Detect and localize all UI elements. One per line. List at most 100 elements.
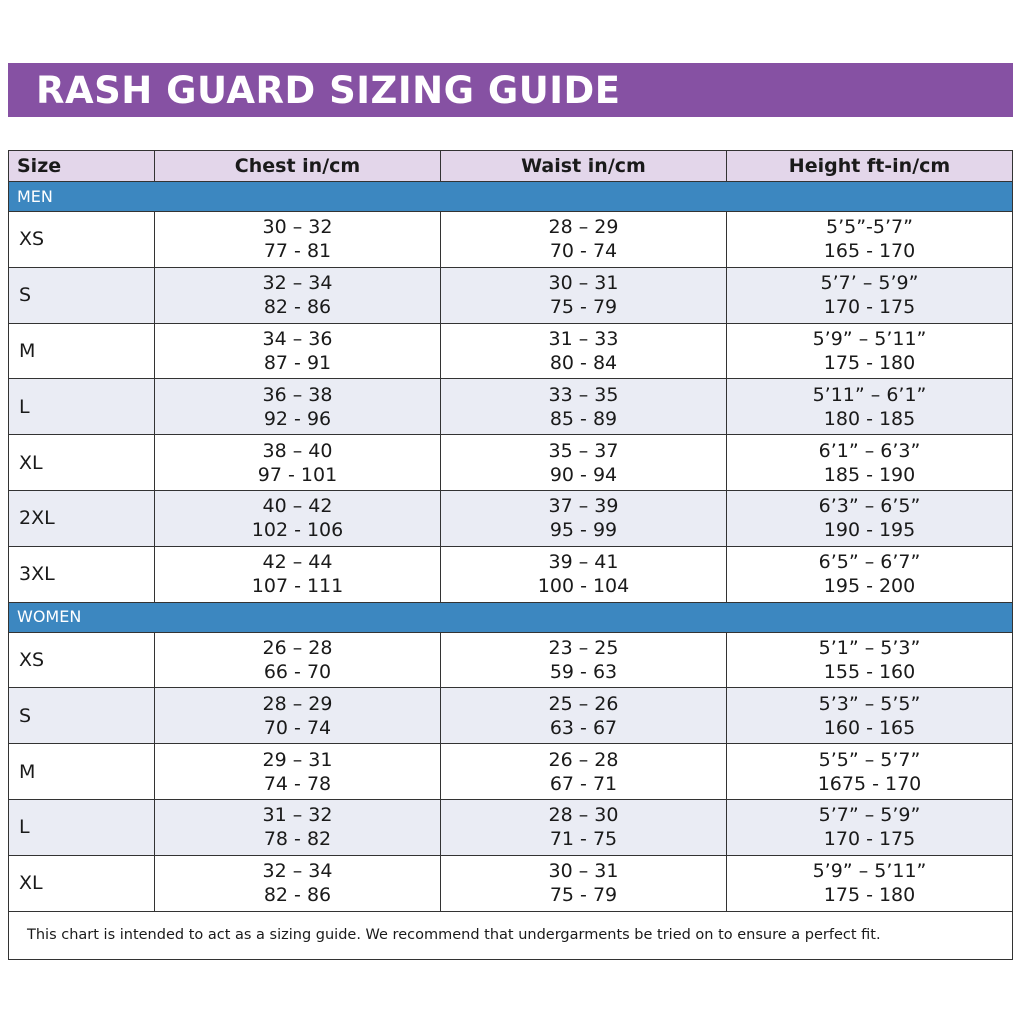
size-cell: 2XL [9, 491, 155, 547]
column-header-text: Chest in/cm [234, 155, 361, 177]
inch-range: 26 – 28 [548, 748, 619, 771]
cm-range: 1675 - 170 [817, 772, 922, 795]
inch-range: 30 – 32 [262, 216, 333, 239]
size-label: S [19, 704, 32, 727]
inch-range: 5’7’ – 5’9” [820, 272, 919, 295]
cm-range: 63 - 67 [549, 716, 618, 739]
cm-range: 80 - 84 [549, 351, 618, 374]
cm-range: 87 - 91 [263, 351, 332, 374]
inch-range: 38 – 40 [262, 439, 333, 462]
measure-cell: 36 – 38 92 - 96 [155, 379, 441, 436]
size-cell: XL [9, 855, 155, 912]
inch-range: 32 – 34 [262, 272, 333, 295]
cm-range: 155 - 160 [823, 660, 916, 683]
measure-cell: 40 – 42 102 - 106 [155, 491, 441, 547]
cm-range: 175 - 180 [823, 884, 916, 907]
cm-range: 85 - 89 [549, 407, 618, 430]
measure-cell: 34 – 36 87 - 91 [155, 323, 441, 380]
inch-range: 30 – 31 [548, 860, 619, 883]
size-cell: XS [9, 212, 155, 268]
size-label: 3XL [19, 563, 55, 586]
cm-range: 95 - 99 [549, 519, 618, 542]
inch-range: 31 – 32 [262, 804, 333, 827]
title-banner: RASH GUARD SIZING GUIDE [8, 63, 1013, 117]
measure-cell: 32 – 34 82 - 86 [155, 267, 441, 324]
cm-range: 107 - 111 [251, 575, 344, 598]
inch-range: 5’5” – 5’7” [818, 748, 921, 771]
measure-cell: 5’3” – 5’5” 160 - 165 [727, 688, 1012, 745]
measure-cell: 6’5” – 6’7” 195 - 200 [727, 547, 1012, 603]
inch-range: 36 – 38 [262, 383, 333, 406]
inch-range: 29 – 31 [262, 748, 333, 771]
measure-cell: 23 – 25 59 - 63 [441, 632, 727, 689]
inch-range: 6’1” – 6’3” [818, 439, 921, 462]
measure-cell: 5’1” – 5’3” 155 - 160 [727, 633, 1012, 689]
size-cell: M [9, 744, 155, 800]
footnote: This chart is intended to act as a sizin… [9, 912, 1012, 959]
cm-range: 78 - 82 [263, 828, 332, 851]
measure-cell: 5’7’ – 5’9” 170 - 175 [727, 267, 1012, 324]
measure-cell: 32 – 34 82 - 86 [155, 855, 441, 912]
size-cell: XL [9, 435, 155, 491]
size-label: M [19, 339, 36, 362]
cm-range: 170 - 175 [823, 296, 916, 319]
section-row: MEN [9, 182, 1012, 212]
size-label: XL [19, 451, 43, 474]
column-header-text: Size [17, 155, 62, 177]
measure-cell: 5’9” – 5’11” 175 - 180 [727, 856, 1012, 912]
cm-range: 190 - 195 [823, 519, 916, 542]
cm-range: 180 - 185 [823, 407, 916, 430]
size-cell: 3XL [9, 546, 155, 603]
column-header: Waist in/cm [441, 151, 727, 182]
size-label: XS [19, 228, 45, 251]
measure-cell: 42 – 44 107 - 111 [155, 546, 441, 603]
column-header: Height ft-in/cm [727, 151, 1012, 182]
cm-range: 100 - 104 [537, 575, 630, 598]
cm-range: 71 - 75 [549, 828, 618, 851]
measure-cell: 33 – 35 85 - 89 [441, 379, 727, 436]
cm-range: 82 - 86 [263, 884, 332, 907]
column-header-text: Height ft-in/cm [788, 155, 951, 177]
measure-cell: 6’3” – 6’5” 190 - 195 [727, 491, 1012, 547]
inch-range: 28 – 29 [548, 216, 619, 239]
inch-range: 5’7” – 5’9” [818, 804, 921, 827]
inch-range: 6’3” – 6’5” [818, 495, 921, 518]
size-cell: S [9, 688, 155, 745]
inch-range: 25 – 26 [548, 692, 619, 715]
inch-range: 5’3” – 5’5” [818, 692, 921, 715]
inch-range: 5’1” – 5’3” [818, 636, 921, 659]
cm-range: 70 - 74 [263, 716, 332, 739]
size-label: L [19, 816, 30, 839]
inch-range: 42 – 44 [262, 551, 333, 574]
inch-range: 26 – 28 [262, 636, 333, 659]
inch-range: 37 – 39 [548, 495, 619, 518]
measure-cell: 31 – 32 78 - 82 [155, 800, 441, 856]
measure-cell: 37 – 39 95 - 99 [441, 491, 727, 547]
size-cell: L [9, 800, 155, 856]
cm-range: 175 - 180 [823, 351, 916, 374]
cm-range: 75 - 79 [549, 884, 618, 907]
cm-range: 165 - 170 [823, 240, 916, 263]
size-label: L [19, 395, 30, 418]
measure-cell: 38 – 40 97 - 101 [155, 435, 441, 491]
section-label: WOMEN [17, 607, 82, 627]
measure-cell: 39 – 41 100 - 104 [441, 546, 727, 603]
inch-range: 31 – 33 [548, 327, 619, 350]
size-cell: S [9, 267, 155, 324]
measure-cell: 5’9” – 5’11” 175 - 180 [727, 324, 1012, 380]
measure-cell: 35 – 37 90 - 94 [441, 435, 727, 491]
cm-range: 97 - 101 [257, 463, 338, 486]
section-row: WOMEN [9, 602, 1012, 633]
cm-range: 66 - 70 [263, 660, 332, 683]
measure-cell: 30 – 31 75 - 79 [441, 267, 727, 324]
cm-range: 90 - 94 [549, 463, 618, 486]
sizing-table: Size Chest in/cm Waist in/cm Height ft-in/c… [8, 150, 1013, 960]
measure-cell: 5’5” – 5’7” 1675 - 170 [727, 744, 1012, 800]
size-cell: M [9, 323, 155, 380]
inch-range: 28 – 29 [262, 692, 333, 715]
size-label: XL [19, 872, 43, 895]
measure-cell: 5’7” – 5’9” 170 - 175 [727, 800, 1012, 856]
cm-range: 67 - 71 [549, 772, 618, 795]
measure-cell: 28 – 30 71 - 75 [441, 800, 727, 856]
